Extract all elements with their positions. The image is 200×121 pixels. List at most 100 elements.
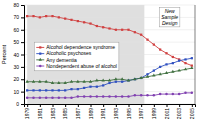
- series-point: [108, 79, 111, 82]
- x-tick: 1991: [100, 104, 106, 119]
- series-point: [153, 94, 156, 97]
- series-point: [32, 80, 35, 83]
- series-point: [63, 81, 66, 84]
- legend-marker: [39, 65, 42, 68]
- x-tick: 1993: [113, 104, 119, 119]
- series-point: [95, 79, 98, 82]
- series-point: [121, 29, 123, 31]
- x-tick-label: 1987: [75, 108, 81, 119]
- frame: [195, 5, 196, 104]
- y-tick: 20: [13, 76, 24, 82]
- legend-swatch: [36, 53, 44, 54]
- series-point: [76, 80, 79, 83]
- x-tick-mark: [91, 104, 92, 107]
- legend-label: Nondependent abuse of alcohol: [46, 63, 117, 69]
- series-point: [152, 74, 155, 77]
- y-axis-line: [21, 6, 25, 105]
- legend-label: Any dementia: [46, 57, 77, 63]
- y-tick-mark: [21, 79, 24, 80]
- x-tick: 2001: [164, 104, 170, 119]
- series-point: [177, 69, 180, 72]
- y-tick-mark: [21, 104, 24, 105]
- series-point: [115, 81, 117, 83]
- series-point: [184, 58, 186, 60]
- y-tick: 10: [13, 89, 24, 95]
- series-point: [172, 56, 174, 58]
- series-point: [89, 80, 92, 83]
- chart: 0102030405060708019791981198319851987198…: [0, 0, 200, 121]
- series-point: [83, 87, 85, 89]
- series-point: [133, 77, 136, 80]
- series-point: [83, 21, 85, 23]
- series-point: [96, 95, 99, 98]
- series-point: [171, 70, 174, 73]
- series-point: [26, 89, 28, 91]
- series-point: [159, 93, 162, 96]
- x-tick-mark: [40, 104, 41, 107]
- series-point: [165, 63, 167, 65]
- series-point: [64, 89, 66, 91]
- series-point: [127, 79, 130, 82]
- series-point: [158, 72, 161, 75]
- series-point: [39, 16, 41, 18]
- y-tick-mark: [21, 55, 24, 56]
- series-point: [165, 52, 167, 54]
- y-axis: 01020304050607080: [13, 2, 24, 107]
- series-point: [89, 86, 91, 88]
- series-point: [96, 86, 98, 88]
- series-point: [159, 48, 161, 50]
- series-point: [77, 20, 79, 22]
- series-point: [165, 71, 168, 74]
- series-point: [108, 27, 110, 29]
- series-point: [140, 94, 143, 97]
- x-tick-mark: [103, 104, 104, 107]
- series-point: [127, 95, 130, 98]
- y-tick-mark: [21, 92, 24, 93]
- series-point: [51, 15, 53, 17]
- grid: [24, 5, 195, 104]
- series-point: [102, 95, 105, 98]
- series-point: [89, 22, 91, 24]
- x-tick-mark: [65, 104, 66, 107]
- x-tick-label: 1979: [24, 108, 30, 119]
- series-point: [83, 95, 86, 98]
- series-point: [96, 25, 98, 27]
- series-point: [140, 34, 142, 36]
- y-tick-label: 60: [13, 27, 19, 33]
- series-point: [77, 95, 80, 98]
- series-point: [32, 15, 34, 17]
- legend-marker: [39, 58, 42, 61]
- series-point: [39, 97, 42, 100]
- x-tick-label: 1985: [62, 108, 68, 119]
- marks: [25, 15, 193, 99]
- y-tick: 60: [13, 27, 24, 33]
- y-tick-label: 20: [13, 76, 19, 82]
- series-point: [58, 97, 61, 100]
- series-point: [140, 77, 142, 79]
- x-tick: 2005: [189, 104, 195, 119]
- series-point: [178, 60, 180, 62]
- series-point: [51, 89, 53, 91]
- y-tick-mark: [21, 42, 24, 43]
- y-tick-label: 50: [13, 39, 19, 45]
- x-tick-mark: [179, 104, 180, 107]
- series-point: [114, 77, 117, 80]
- y-tick: 70: [13, 14, 24, 20]
- plot: 0102030405060708019791981198319851987198…: [1, 2, 196, 119]
- legend-label: Alcohol dependence syndrome: [46, 44, 115, 50]
- x-tick: 1983: [50, 104, 56, 119]
- x-tick-label: 1999: [151, 108, 157, 119]
- series-point: [26, 15, 28, 17]
- series-point: [153, 69, 155, 71]
- series-point: [102, 84, 104, 86]
- series-point: [58, 16, 60, 18]
- series-point: [64, 17, 66, 19]
- series-point: [191, 92, 194, 95]
- series-point: [184, 67, 187, 70]
- x-tick-label: 2001: [164, 108, 170, 119]
- x-tick: 1997: [138, 104, 144, 119]
- series-point: [146, 39, 148, 41]
- x-tick-label: 2005: [189, 108, 195, 119]
- series-point: [121, 81, 123, 83]
- series-point: [102, 26, 104, 28]
